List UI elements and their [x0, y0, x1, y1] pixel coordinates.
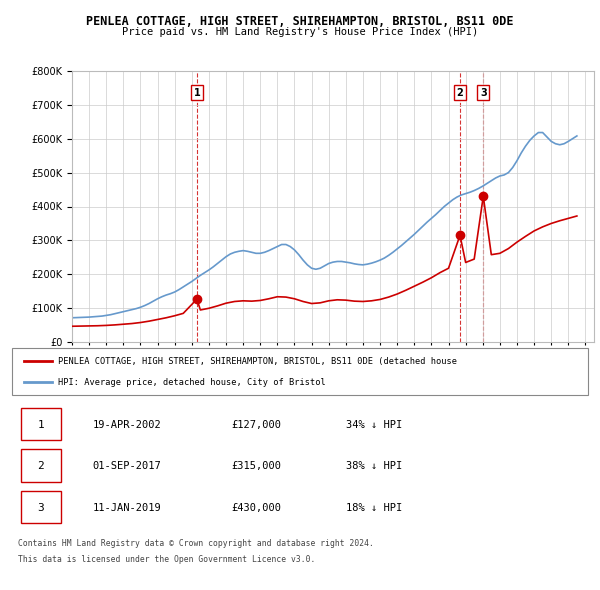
- Text: This data is licensed under the Open Government Licence v3.0.: This data is licensed under the Open Gov…: [18, 555, 316, 564]
- Text: Price paid vs. HM Land Registry's House Price Index (HPI): Price paid vs. HM Land Registry's House …: [122, 27, 478, 37]
- Text: 1: 1: [194, 87, 200, 97]
- Text: 3: 3: [37, 503, 44, 513]
- Text: 19-APR-2002: 19-APR-2002: [92, 419, 161, 430]
- FancyBboxPatch shape: [20, 491, 61, 523]
- Text: 18% ↓ HPI: 18% ↓ HPI: [346, 503, 403, 513]
- Text: 38% ↓ HPI: 38% ↓ HPI: [346, 461, 403, 471]
- Text: HPI: Average price, detached house, City of Bristol: HPI: Average price, detached house, City…: [58, 378, 326, 386]
- Text: PENLEA COTTAGE, HIGH STREET, SHIREHAMPTON, BRISTOL, BS11 0DE (detached house: PENLEA COTTAGE, HIGH STREET, SHIREHAMPTO…: [58, 357, 457, 366]
- FancyBboxPatch shape: [12, 348, 588, 395]
- Text: £315,000: £315,000: [231, 461, 281, 471]
- Text: Contains HM Land Registry data © Crown copyright and database right 2024.: Contains HM Land Registry data © Crown c…: [18, 539, 374, 548]
- Text: 1: 1: [37, 419, 44, 430]
- Text: 01-SEP-2017: 01-SEP-2017: [92, 461, 161, 471]
- Text: PENLEA COTTAGE, HIGH STREET, SHIREHAMPTON, BRISTOL, BS11 0DE: PENLEA COTTAGE, HIGH STREET, SHIREHAMPTO…: [86, 15, 514, 28]
- Text: £430,000: £430,000: [231, 503, 281, 513]
- Text: 34% ↓ HPI: 34% ↓ HPI: [346, 419, 403, 430]
- Text: 3: 3: [480, 87, 487, 97]
- Text: 11-JAN-2019: 11-JAN-2019: [92, 503, 161, 513]
- Text: 2: 2: [457, 87, 463, 97]
- Text: £127,000: £127,000: [231, 419, 281, 430]
- FancyBboxPatch shape: [20, 449, 61, 481]
- Text: 2: 2: [37, 461, 44, 471]
- FancyBboxPatch shape: [20, 408, 61, 440]
